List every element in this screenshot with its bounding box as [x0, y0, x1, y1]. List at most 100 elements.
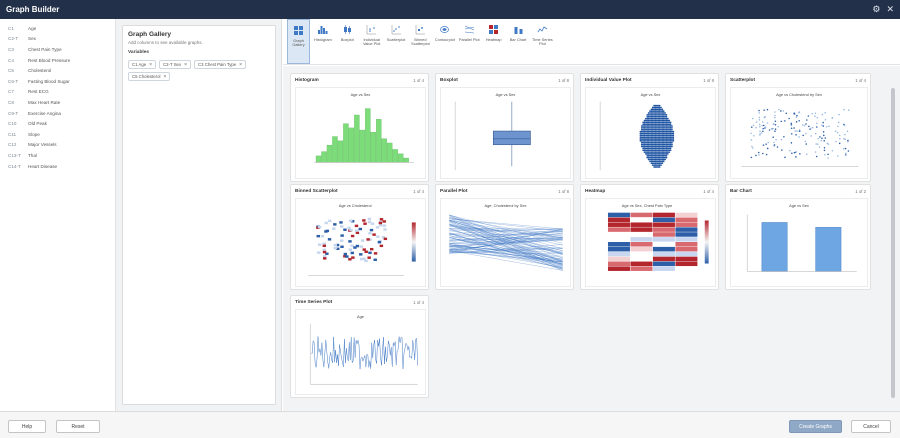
toolbar-heatmap-button[interactable]: Heatmap: [482, 19, 505, 64]
column-item[interactable]: C5 Cholesterol: [0, 65, 115, 76]
scatter-point: [767, 141, 770, 144]
toolbar-grid-button[interactable]: Graph Gallery: [287, 19, 310, 64]
column-item[interactable]: C7 Rest ECG: [0, 87, 115, 98]
cancel-button[interactable]: Cancel: [851, 420, 891, 433]
histogram-bar: [321, 151, 327, 163]
column-item[interactable]: C10 Old Peak: [0, 118, 115, 129]
card-heatmap[interactable]: Heatmap 1 of 4 Age vs Sex, Chest Pain Typ…: [580, 184, 719, 290]
variable-chip[interactable]: C3 Chest Pain Type ×: [194, 60, 247, 69]
boxplot-thumbnail: Age vs Sex: [440, 87, 571, 179]
close-icon[interactable]: ✕: [886, 4, 894, 14]
ivp-point: [649, 158, 651, 161]
scatter-point: [818, 146, 821, 148]
ivp-point: [645, 132, 647, 135]
toolbar-boxplot-button[interactable]: Boxplot: [336, 19, 359, 64]
column-item[interactable]: C12 Major Vessels: [0, 140, 115, 151]
binned-cell: [350, 234, 355, 238]
ivp-point: [653, 153, 655, 155]
column-item[interactable]: C2-T Sex: [0, 34, 115, 45]
settings-icon[interactable]: ⚙: [872, 4, 881, 14]
binned-scatter-icon: [415, 25, 425, 35]
toolbar-histogram-button[interactable]: Histogram: [311, 19, 334, 64]
scatter-point: [789, 149, 791, 152]
toolbar-ivp-button[interactable]: Individual Value Plot: [360, 19, 383, 64]
scatter-point: [762, 124, 765, 127]
ivp-point: [646, 145, 649, 148]
card-time-series-plot[interactable]: Time Series Plot 1 of 4 Age: [290, 295, 429, 398]
remove-chip-icon[interactable]: ×: [163, 73, 167, 80]
heatmap-cell: [675, 217, 698, 223]
variable-chip[interactable]: C2-T Sex ×: [159, 60, 192, 69]
ivp-point: [643, 147, 646, 150]
binned-cell: [348, 258, 352, 261]
card-boxplot[interactable]: Boxplot 1 of 8 Age vs Sex: [435, 73, 574, 182]
toolbar-time-series-button[interactable]: Time Series Plot: [531, 19, 554, 64]
ivp-point: [654, 134, 657, 137]
toolbar-parallel-button[interactable]: Parallel Plot: [458, 19, 481, 64]
ivp-point: [658, 130, 661, 133]
card-individual-value-plot[interactable]: Individual Value Plot 1 of 8 Age vs Sex: [580, 73, 719, 182]
scatter-point: [798, 129, 801, 131]
ivp-point: [646, 117, 649, 120]
column-item[interactable]: C8 Max Heart Rate: [0, 97, 115, 108]
parallel-line: [449, 236, 563, 251]
ivp-point: [658, 125, 661, 127]
column-item[interactable]: C13-T Thal: [0, 150, 115, 161]
ivp-point: [649, 128, 651, 131]
toolbar-bar-chart-button[interactable]: Bar Chart: [507, 19, 530, 64]
scatter-point: [791, 152, 793, 155]
toolbar-label: Time Series Plot: [532, 37, 553, 47]
scatter-point: [773, 144, 776, 146]
scatter-point: [798, 111, 800, 114]
column-item[interactable]: C14-T Heart Disease: [0, 161, 115, 172]
ivp-point: [665, 138, 668, 140]
ivp-point: [658, 127, 661, 129]
ivp-point: [669, 143, 672, 146]
ivp-point: [660, 151, 662, 153]
graph-gallery: Histogram 1 of 4 Age vs Sex Boxplot 1 of 8…: [283, 66, 900, 411]
ivp-point: [657, 112, 660, 114]
card-binned-scatterplot[interactable]: Binned Scatterplot 1 of 4 Age vs Choleste…: [290, 184, 429, 290]
thumb-caption: Age vs Cholesterol: [339, 203, 372, 208]
variable-chip[interactable]: C1 Age ×: [128, 60, 157, 69]
help-button[interactable]: Help: [8, 420, 46, 433]
gallery-scrollbar[interactable]: [890, 66, 896, 411]
ivp-point: [666, 140, 669, 142]
column-item[interactable]: C9-T Exercise Angina: [0, 108, 115, 119]
reset-button[interactable]: Reset: [56, 420, 100, 433]
column-item[interactable]: C3 Chest Pain Type: [0, 44, 115, 55]
column-item[interactable]: C6-T Fasting Blood Sugar: [0, 76, 115, 87]
ivp-point: [657, 164, 660, 166]
ivp-point: [650, 117, 653, 120]
remove-chip-icon[interactable]: ×: [239, 61, 243, 68]
column-item[interactable]: C1 Age: [0, 23, 115, 34]
toolbar-scatter-button[interactable]: Scatterplot: [385, 19, 408, 64]
scatter-point: [752, 117, 754, 120]
remove-chip-icon[interactable]: ×: [184, 61, 188, 68]
scatter-point: [835, 140, 837, 143]
variable-chip[interactable]: C5 Cholesterol ×: [128, 72, 171, 81]
ivp-point: [671, 134, 673, 137]
ivp-point: [650, 112, 653, 114]
ivp-point: [658, 115, 661, 118]
scrollbar-thumb[interactable]: [891, 88, 895, 398]
ivp-point: [650, 141, 653, 144]
column-item[interactable]: C11 Slope: [0, 129, 115, 140]
card-scatterplot[interactable]: Scatterplot 1 of 4 Age vs Cholesterol by …: [725, 73, 871, 182]
binned-cell: [358, 227, 363, 231]
card-bar-chart[interactable]: Bar Chart 1 of 2 Age vs Sex: [725, 184, 871, 290]
column-item[interactable]: C4 Rest Blood Pressure: [0, 55, 115, 66]
heatmap-cell: [652, 217, 675, 223]
ivp-point: [661, 119, 664, 122]
create-graphs-button[interactable]: Create Graphs: [789, 420, 842, 433]
card-parallel-plot[interactable]: Parallel Plot 1 of 8 Age, Cholesterol by …: [435, 184, 574, 290]
card-histogram[interactable]: Histogram 1 of 4 Age vs Sex: [290, 73, 429, 182]
binned-cell: [359, 253, 363, 256]
toolbar-contour-button[interactable]: Contourplot: [433, 19, 456, 64]
remove-chip-icon[interactable]: ×: [149, 61, 153, 68]
ivp-point: [651, 136, 654, 139]
histogram-bar: [359, 129, 366, 163]
ivp-point: [654, 138, 657, 140]
histogram-bars: [315, 108, 409, 163]
toolbar-binned-scatter-button[interactable]: Binned Scatterplot: [409, 19, 432, 64]
